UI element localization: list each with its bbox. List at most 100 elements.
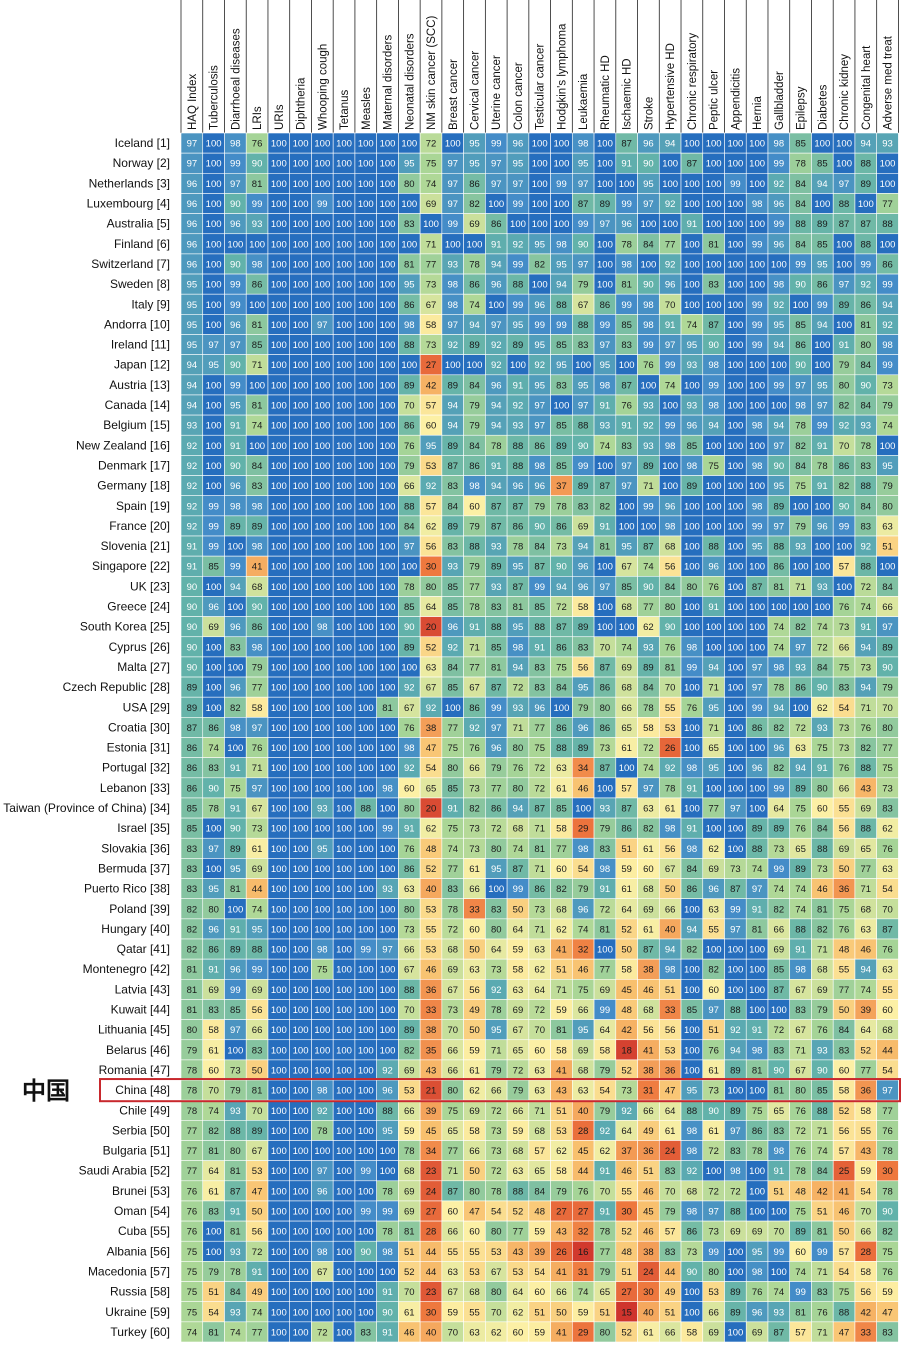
cell-value: 82 [817, 924, 828, 935]
cell-value: 74 [252, 421, 263, 432]
cell-value: 75 [839, 662, 850, 673]
cell-value: 100 [293, 804, 309, 815]
cell-value: 92 [513, 401, 524, 412]
cell-value: 53 [556, 1126, 567, 1137]
cell-value: 100 [727, 521, 743, 532]
cell-value: 89 [404, 1025, 415, 1036]
cell-value: 100 [793, 562, 809, 573]
cell-value: 87 [643, 945, 654, 956]
cell-value: 97 [752, 683, 763, 694]
cell-value: 96 [230, 320, 241, 331]
cell-value: 66 [469, 763, 480, 774]
cell-value: 55 [665, 703, 676, 714]
cell-value: 65 [534, 1166, 545, 1177]
cell-value: 70 [447, 1025, 458, 1036]
cell-value: 92 [491, 360, 502, 371]
cell-value: 100 [706, 259, 722, 270]
cell-value: 52 [621, 1065, 632, 1076]
cell-value: 66 [447, 1227, 458, 1238]
cell-value: 100 [640, 521, 656, 532]
cell-value: 100 [749, 622, 765, 633]
cell-value: 100 [271, 542, 287, 553]
cell-value: 95 [687, 1086, 698, 1097]
cell-value: 72 [491, 1106, 502, 1117]
cell-value: 45 [426, 1126, 437, 1137]
cell-value: 70 [447, 1327, 458, 1338]
cell-value: 100 [314, 1287, 330, 1298]
cell-value: 70 [774, 1227, 785, 1238]
cell-value: 95 [382, 1126, 393, 1137]
cell-value: 80 [600, 1327, 611, 1338]
cell-value: 65 [774, 1106, 785, 1117]
cell-value: 100 [510, 360, 526, 371]
cell-value: 77 [839, 985, 850, 996]
cell-value: 100 [727, 662, 743, 673]
cell-value: 100 [358, 562, 374, 573]
cell-value: 82 [774, 763, 785, 774]
cell-value: 77 [882, 743, 893, 754]
cell-value: 99 [556, 320, 567, 331]
cell-value: 86 [513, 521, 524, 532]
cell-value: 85 [621, 320, 632, 331]
cell-value: 100 [749, 562, 765, 573]
cell-value: 98 [795, 965, 806, 976]
cell-value: 100 [358, 1307, 374, 1318]
cell-value: 61 [556, 783, 567, 794]
cell-value: 100 [358, 521, 374, 532]
cell-value: 100 [293, 239, 309, 250]
cell-value: 94 [513, 662, 524, 673]
cell-value: 71 [795, 582, 806, 593]
cell-value: 92 [447, 642, 458, 653]
cell-value: 72 [534, 1005, 545, 1016]
cell-value: 86 [491, 804, 502, 815]
cell-value: 60 [839, 1065, 850, 1076]
cell-value: 92 [643, 421, 654, 432]
cell-value: 80 [513, 783, 524, 794]
cell-value: 98 [687, 1126, 698, 1137]
cell-value: 91 [621, 159, 632, 170]
cell-value: 100 [380, 340, 396, 351]
cell-value: 97 [187, 159, 198, 170]
cell-value: 99 [861, 259, 872, 270]
cell-value: 95 [469, 159, 480, 170]
cell-value: 53 [252, 1166, 263, 1177]
cell-value: 69 [621, 662, 632, 673]
cell-value: 86 [208, 945, 219, 956]
cell-value: 86 [882, 259, 893, 270]
cell-value: 87 [556, 622, 567, 633]
cell-value: 95 [469, 139, 480, 150]
cell-value: 40 [578, 1106, 589, 1117]
cell-value: 100 [271, 179, 287, 190]
cell-value: 100 [575, 804, 591, 815]
cell-value: 95 [578, 1025, 589, 1036]
cell-value: 34 [578, 763, 589, 774]
cell-value: 84 [817, 1166, 828, 1177]
cell-value: 96 [187, 179, 198, 190]
cell-value: 73 [426, 340, 437, 351]
cell-value: 88 [534, 622, 545, 633]
cell-value: 97 [643, 783, 654, 794]
cell-value: 100 [684, 280, 700, 291]
cell-value: 84 [469, 380, 480, 391]
cell-value: 40 [426, 1327, 437, 1338]
cell-value: 36 [665, 1065, 676, 1076]
cell-value: 81 [404, 1227, 415, 1238]
cell-value: 61 [643, 1327, 654, 1338]
cell-value: 50 [252, 1207, 263, 1218]
cell-value: 90 [882, 1207, 893, 1218]
cell-value: 99 [795, 1287, 806, 1298]
cell-value: 78 [795, 421, 806, 432]
row-label: Cyprus [26] [109, 640, 170, 654]
cell-value: 89 [252, 521, 263, 532]
cell-value: 46 [861, 945, 872, 956]
cell-value: 91 [621, 421, 632, 432]
cell-value: 91 [230, 421, 241, 432]
cell-value: 78 [469, 602, 480, 613]
cell-value: 74 [252, 1307, 263, 1318]
cell-value: 55 [621, 1186, 632, 1197]
cell-value: 63 [643, 804, 654, 815]
cell-value: 81 [230, 1166, 241, 1177]
cell-value: 87 [534, 804, 545, 815]
cell-value: 40 [665, 924, 676, 935]
cell-value: 90 [774, 461, 785, 472]
